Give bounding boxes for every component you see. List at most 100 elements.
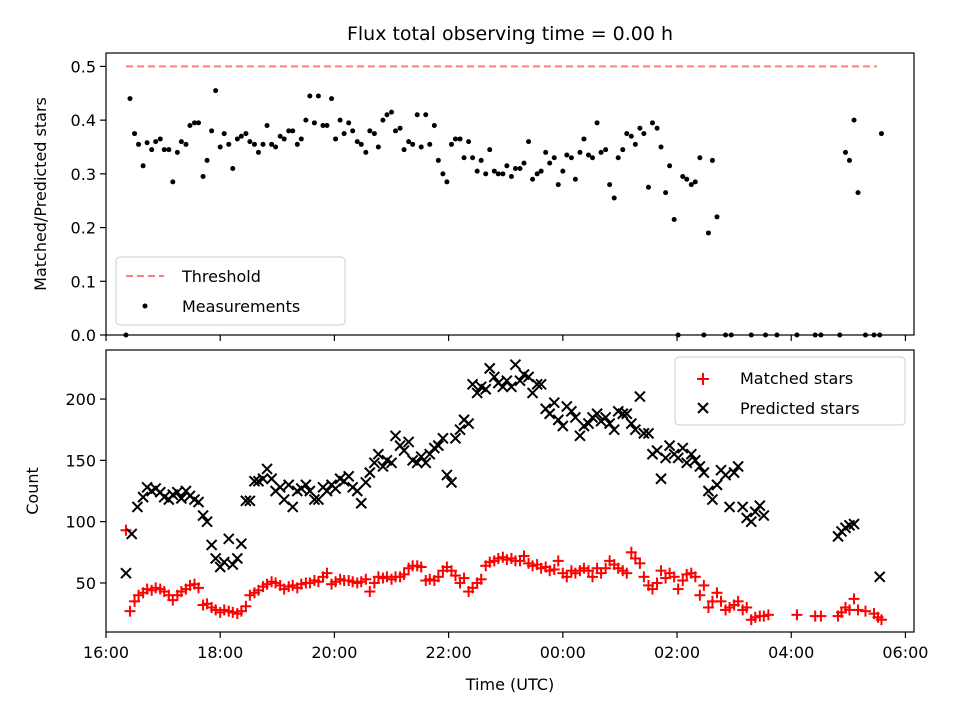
measurement-point (603, 147, 609, 153)
predicted-star-marker (681, 457, 693, 469)
matched-star-marker (702, 601, 714, 613)
predicted-star-marker (231, 552, 244, 565)
measurement-point (709, 157, 715, 163)
predicted-star-marker (445, 476, 458, 489)
predicted-star-marker (342, 470, 355, 482)
top-panel: Flux total observing time = 0.00 h Match… (31, 23, 915, 345)
measurement-point (298, 136, 304, 142)
measurement-point (209, 128, 215, 134)
measurement-point (149, 147, 155, 153)
top-y-tick-label: 0.1 (71, 272, 96, 291)
bottom-plot-frame (105, 349, 915, 633)
measurement-point (637, 125, 643, 131)
bottom-legend-box (674, 356, 906, 426)
predicted-star-marker (848, 518, 860, 530)
measurement-point (294, 141, 300, 147)
predicted-star-marker (192, 496, 205, 508)
predicted-star-marker (441, 469, 453, 481)
measurement-point (247, 139, 253, 145)
measurement-point (474, 168, 480, 174)
measurement-point (692, 179, 698, 185)
predicted-star-marker (351, 485, 363, 497)
bottom-x-tick-label: 20:00 (311, 643, 357, 662)
predicted-star-marker (125, 528, 138, 540)
top-y-tick-label: 0.2 (71, 219, 96, 238)
measurement-point (183, 141, 189, 147)
measurement-point (311, 120, 317, 126)
predicted-star-marker (642, 427, 655, 440)
measurement-point (350, 128, 356, 134)
measurement-point (855, 190, 861, 196)
measurement-point (470, 155, 476, 161)
measurement-point (851, 117, 857, 123)
predicted-star-marker (582, 417, 595, 430)
measurement-point (251, 141, 257, 147)
predicted-star-marker (137, 491, 149, 503)
measurement-point (329, 96, 335, 102)
matched-star-marker (859, 605, 871, 617)
measurement-point (136, 141, 142, 147)
measurement-point (521, 160, 527, 166)
matched-star-marker (694, 589, 706, 601)
measurement-point (440, 171, 446, 177)
measurement-point (581, 136, 587, 142)
top-y-tick-label: 0.5 (71, 57, 96, 76)
measurement-point (671, 217, 677, 223)
measurement-point (393, 128, 399, 134)
measurement-point (127, 96, 133, 102)
measurement-point (410, 141, 416, 147)
predicted-star-marker (677, 442, 689, 454)
bottom-x-axis-title: Time (UTC) (465, 675, 554, 694)
measurement-point (461, 155, 467, 161)
predicted-star-marker (672, 452, 684, 464)
predicted-star-marker (655, 473, 667, 485)
matched-star-marker (651, 577, 663, 589)
predicted-star-marker (480, 383, 492, 395)
predicted-star-marker (385, 457, 398, 469)
predicted-star-marker (227, 558, 239, 571)
measurement-point (568, 155, 574, 161)
predicted-star-marker (732, 460, 744, 473)
predicted-star-marker (526, 387, 539, 399)
measurement-point (487, 147, 493, 153)
matched-star-marker (848, 593, 860, 605)
measurement-point (423, 112, 429, 118)
measurement-point (221, 131, 227, 137)
matched-star-marker (240, 600, 252, 612)
measurement-point (483, 171, 489, 177)
predicted-star-marker (415, 450, 427, 463)
measurements-legend-swatch (142, 303, 148, 309)
measurement-point (628, 133, 634, 139)
predicted-star-marker (599, 411, 612, 424)
measurement-point (255, 149, 261, 155)
measurement-point (286, 128, 292, 134)
predicted-star-marker (300, 479, 312, 491)
measurement-point (624, 131, 630, 137)
predicted-star-marker (874, 571, 886, 583)
matched-legend-label: Matched stars (740, 369, 853, 388)
predicted-star-marker (659, 452, 672, 464)
matched-star-marker (415, 561, 427, 573)
predicted-star-marker (411, 457, 423, 469)
measurement-point (508, 174, 514, 180)
matched-star-marker (815, 610, 827, 622)
measurement-point (166, 147, 172, 153)
top-y-tick-label: 0.3 (71, 165, 96, 184)
measurement-point (846, 157, 852, 163)
measurement-point (153, 139, 159, 145)
predicted-star-marker (175, 492, 188, 505)
measurement-point (389, 109, 395, 115)
measurement-point (234, 136, 240, 142)
bottom-y-tick-label: 200 (65, 390, 96, 409)
measurement-point (680, 174, 686, 180)
predicted-star-marker (274, 481, 286, 494)
measurement-point (697, 155, 703, 161)
measurement-point (427, 141, 433, 147)
measurement-point (491, 168, 497, 174)
top-data-marks (123, 65, 884, 338)
predicted-star-marker (488, 371, 501, 383)
matched-star-marker (638, 571, 650, 583)
predicted-star-marker (514, 374, 526, 387)
measurement-point (187, 123, 193, 129)
predicted-star-marker (131, 501, 144, 513)
